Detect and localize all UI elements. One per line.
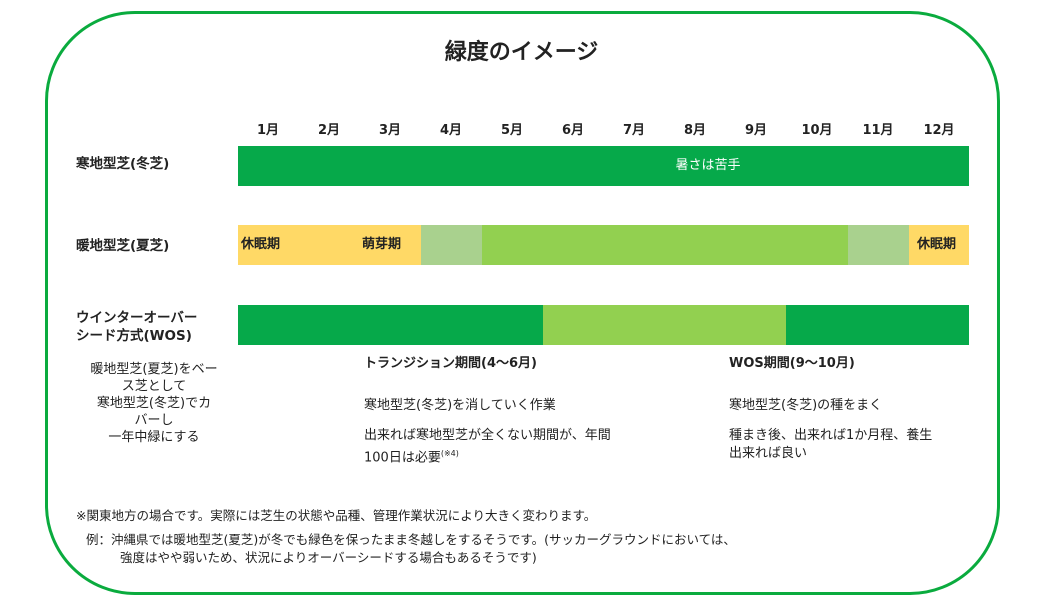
- wos-description-line3: 寒地型芝(冬芝)でカ: [96, 396, 212, 411]
- wos-period-line1: 寒地型芝(冬芝)の種をまく: [729, 398, 883, 413]
- month-label: 5月: [500, 123, 524, 138]
- month-label: 7月: [622, 123, 646, 138]
- month-label: 6月: [561, 123, 585, 138]
- month-label: 11月: [862, 123, 894, 138]
- bar-warm-transition-spring: [421, 225, 482, 265]
- transition-line3: 100日は必要(※4): [364, 445, 459, 466]
- bar-wos-cool-part-end: [786, 305, 969, 345]
- bar-warm-text-dormant-end: 休眠期: [917, 237, 957, 252]
- transition-line2: 出来れば寒地型芝が全くない期間が、年間: [364, 428, 611, 443]
- wos-description-line1: 暖地型芝(夏芝)をベー: [90, 362, 218, 377]
- wos-description: 暖地型芝(夏芝)をベー ス芝として 寒地型芝(冬芝)でカ バーし 一年中緑にする: [68, 361, 240, 446]
- transition-line1: 寒地型芝(冬芝)を消していく作業: [364, 398, 556, 413]
- month-label: 4月: [439, 123, 463, 138]
- bar-warm-dormant-end: [909, 225, 969, 265]
- footnote-line1: ※関東地方の場合です。実際には芝生の状態や品種、管理作業状況により大きく変わりま…: [76, 508, 597, 523]
- wos-period-heading: WOS期間(9～10月): [729, 356, 855, 371]
- page-title: 緑度のイメージ: [444, 40, 599, 65]
- transition-reference: (※4): [440, 449, 459, 458]
- bar-cool-season-text: 暑さは苦手: [675, 158, 741, 173]
- bar-warm-active: [482, 225, 848, 265]
- row-label-wos-line1: ウインターオーバー: [76, 310, 198, 326]
- transition-line3-text: 100日は必要: [364, 450, 441, 466]
- wos-period-line2: 種まき後、出来れば1か月程、養生: [729, 428, 933, 443]
- month-label: 8月: [683, 123, 707, 138]
- row-label-cool-season: 寒地型芝(冬芝): [76, 156, 170, 172]
- bar-wos-cool-part: [238, 305, 543, 345]
- wos-description-line4: バーし: [134, 413, 174, 428]
- row-label-wos-line2: シード方式(WOS): [76, 328, 192, 344]
- row-label-wos: ウインターオーバー シード方式(WOS): [76, 309, 197, 345]
- rounded-frame: [45, 11, 1000, 595]
- month-label: 3月: [378, 123, 402, 138]
- bar-cool-season-fill: [238, 146, 969, 186]
- row-label-warm-season: 暖地型芝(夏芝): [76, 238, 170, 254]
- transition-heading: トランジション期間(4～6月): [364, 356, 537, 371]
- bar-cool-season: 暑さは苦手: [238, 146, 969, 186]
- footnote-line2: 例：沖縄県では暖地型芝(夏芝)が冬でも緑色を保ったまま冬越しをするそうです。(サ…: [86, 532, 736, 547]
- month-label: 2月: [317, 123, 341, 138]
- wos-period-line3: 出来れば良い: [729, 446, 808, 461]
- footnote-line3: 強度はやや弱いため、状況によりオーバーシードする場合もあるそうです): [120, 550, 537, 565]
- month-label: 9月: [744, 123, 768, 138]
- bar-warm-text-dormant-start: 休眠期: [241, 237, 281, 252]
- month-label: 10月: [801, 123, 833, 138]
- bar-warm-season: 休眠期 萌芽期 休眠期: [238, 225, 969, 265]
- wos-description-line5: 一年中緑にする: [108, 430, 200, 445]
- wos-description-line2: ス芝として: [121, 379, 187, 394]
- bar-wos-warm-part: [543, 305, 786, 345]
- bar-warm-text-sprout: 萌芽期: [362, 237, 402, 252]
- month-label: 1月: [256, 123, 280, 138]
- bar-warm-transition-autumn: [848, 225, 909, 265]
- month-label: 12月: [923, 123, 955, 138]
- bar-warm-dormant-start: [238, 225, 421, 265]
- bar-wos: [238, 305, 969, 345]
